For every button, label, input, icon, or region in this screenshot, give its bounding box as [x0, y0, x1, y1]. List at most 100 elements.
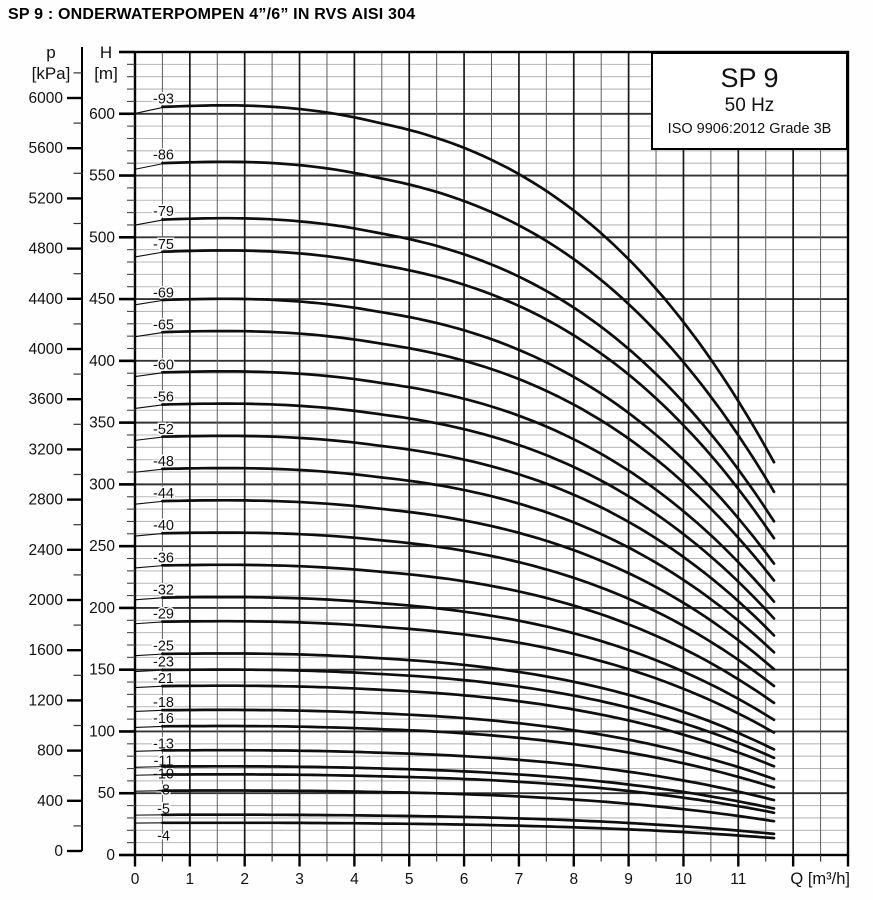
- curve-connector--52: [134, 436, 167, 441]
- curve-connector--75: [134, 251, 167, 258]
- flow-axis-title: Q [m³/h]: [790, 870, 850, 888]
- pump-curve--75: [161, 249, 776, 540]
- pressure-tick-label: 1200: [29, 692, 64, 709]
- curve-label--25: -25: [153, 639, 174, 655]
- pump-curve--44: [161, 498, 776, 671]
- curve-connector--16: [134, 725, 167, 728]
- legend-frequency: 50 Hz: [724, 95, 775, 117]
- flow-tick-label: 9: [624, 871, 633, 888]
- legend-standard: ISO 9906:2012 Grade 3B: [667, 121, 832, 138]
- head-axis-unit: [m]: [94, 64, 118, 83]
- pressure-axis: 0 400 800 1200 1600 2000 2400 2800 3200 3600 4000 4…: [29, 43, 83, 860]
- pressure-tick-label: 400: [37, 793, 63, 810]
- head-tick-label: 450: [89, 291, 115, 308]
- curve-label--75: -75: [153, 237, 174, 253]
- pump-curve--29: [161, 619, 776, 734]
- pressure-tick-label: 5200: [29, 190, 64, 207]
- pump-curve--11: [161, 764, 776, 810]
- head-tick-label: 600: [89, 106, 115, 123]
- pump-curve--40: [161, 531, 776, 688]
- pressure-tick-label: 4000: [29, 341, 64, 358]
- curve-connector--32: [134, 597, 167, 601]
- pump-curve--52: [161, 434, 776, 637]
- legend-box: SP 9 50 Hz ISO 9906:2012 Grade 3B: [651, 52, 848, 150]
- pressure-tick-label: 2400: [29, 542, 64, 559]
- pressure-tick-label: 4800: [29, 241, 64, 258]
- pressure-tick-label: 3600: [29, 391, 64, 408]
- pump-curve--65: [161, 329, 776, 582]
- legend-model: SP 9: [720, 62, 779, 93]
- pressure-tick-label: 1600: [29, 642, 64, 659]
- pump-curve--23: [161, 668, 776, 760]
- curve-connector--10: [134, 773, 167, 776]
- pump-curve--10: [161, 773, 776, 815]
- curve-label--60: -60: [153, 358, 174, 374]
- page-title: SP 9 : ONDERWATERPOMPEN 4”/6” IN RVS AIS…: [8, 6, 416, 23]
- curve-connector--86: [134, 162, 167, 170]
- pump-curve--4: [161, 821, 776, 840]
- pressure-tick-label: 2000: [29, 592, 64, 609]
- head-tick-label: 300: [89, 476, 115, 493]
- curve-label--23: -23: [153, 655, 174, 671]
- curve-connector--79: [134, 218, 167, 226]
- pressure-tick-label: 3200: [29, 441, 64, 458]
- curve-connector--13: [134, 749, 167, 752]
- curve-label--21: -21: [153, 671, 174, 687]
- head-tick-label: 200: [89, 600, 115, 617]
- pressure-tick-label: 800: [37, 743, 63, 760]
- flow-tick-label: 6: [460, 871, 469, 888]
- pump-curve--60: [161, 370, 776, 603]
- pump-curve--5: [161, 813, 776, 836]
- curve-connector--65: [134, 331, 167, 338]
- head-tick-label: 400: [89, 353, 115, 370]
- curve-label--16: -16: [153, 711, 174, 727]
- pump-curve--69: [161, 297, 776, 565]
- pressure-tick-label: 0: [54, 843, 63, 860]
- pressure-axis-unit: [kPa]: [32, 64, 71, 83]
- head-tick-label: 500: [89, 229, 115, 246]
- curve-label--44: -44: [153, 486, 174, 502]
- curve-connector--25: [134, 653, 167, 657]
- pump-curve--13: [161, 748, 776, 802]
- curve-connector--8: [134, 790, 167, 792]
- curve-label--56: -56: [153, 390, 174, 406]
- head-tick-label: 0: [106, 847, 115, 864]
- curve-label--29: -29: [153, 607, 174, 623]
- curve-connector--60: [134, 371, 167, 378]
- flow-tick-label: 1: [186, 871, 195, 888]
- curve-label--65: -65: [153, 317, 174, 333]
- pump-curve--93: [161, 104, 776, 464]
- curve-label--79: -79: [153, 204, 174, 220]
- curve-label--18: -18: [153, 695, 174, 711]
- flow-tick-label: 11: [730, 871, 746, 888]
- curve-connector--29: [134, 621, 167, 625]
- pump-curve--18: [161, 708, 776, 781]
- curve-connector--11: [134, 765, 167, 768]
- curve-label--13: -13: [153, 736, 174, 752]
- pump-curve--48: [161, 466, 776, 654]
- pump-curve--32: [161, 595, 776, 722]
- flow-tick-label: 8: [569, 871, 578, 888]
- pump-curve--36: [161, 563, 776, 705]
- head-tick-label: 50: [98, 785, 116, 802]
- curve-label--4: -4: [157, 828, 170, 844]
- curve-label--93: -93: [153, 91, 174, 107]
- curve-label--40: -40: [153, 518, 174, 534]
- head-axis-title: H: [100, 43, 112, 62]
- curve-connector--36: [134, 564, 167, 569]
- flow-axis: 0 1 2 3 4 5 6 7 8 9 10 11 Q [m³/h]: [131, 855, 850, 888]
- curve-label--32: -32: [153, 582, 174, 598]
- head-tick-label: 250: [89, 538, 115, 555]
- curve-connector--56: [134, 403, 167, 410]
- head-tick-label: 350: [89, 415, 115, 432]
- pressure-tick-label: 2800: [29, 492, 64, 509]
- pump-curve--25: [161, 652, 776, 751]
- curve-connector--69: [134, 299, 167, 306]
- head-axis: 0 50 100 150 200 250 300 350 400 450 500 550 600 H [m]: [89, 43, 135, 864]
- curve-connector--23: [134, 669, 167, 673]
- curve-connector--40: [134, 532, 167, 537]
- curve-connector--48: [134, 468, 167, 473]
- curve-label--86: -86: [153, 148, 174, 164]
